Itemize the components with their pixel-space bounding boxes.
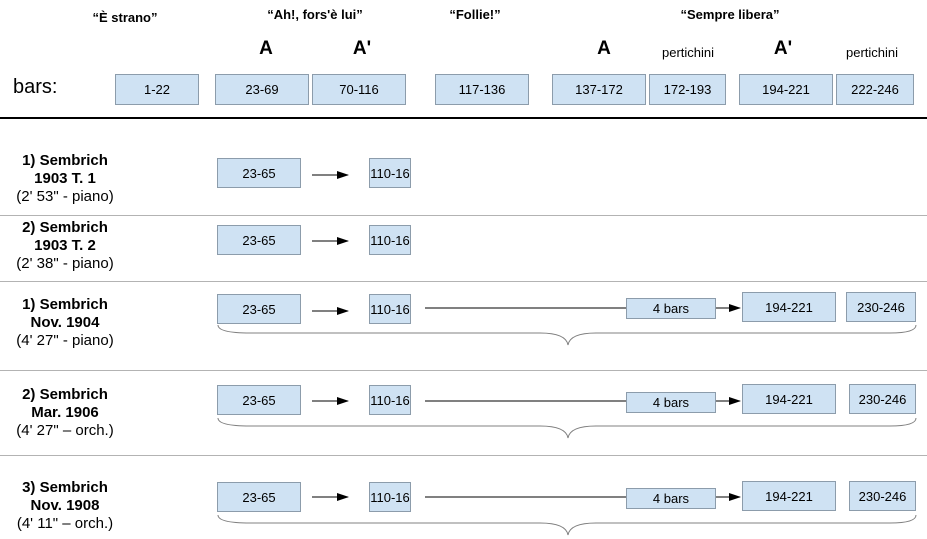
recording-duration: (2' 53" - piano) <box>16 188 114 205</box>
segment-box: 4 bars <box>626 392 716 413</box>
bar-range-box: 194-221 <box>739 74 833 105</box>
brace <box>217 514 917 536</box>
recording-title: 2) Sembrich <box>22 219 108 236</box>
segment-box: 23-65 <box>217 482 301 512</box>
form-letter-a-prime: A' <box>352 38 372 59</box>
recording-label: 1) Sembrich Nov. 1904 (4' 27" - piano) <box>0 296 130 350</box>
recording-label: 2) Sembrich 1903 T. 2 (2' 38" - piano) <box>0 219 130 273</box>
bar-range-box: 137-172 <box>552 74 646 105</box>
recording-duration: (4' 27" – orch.) <box>16 422 114 439</box>
row-divider <box>0 215 927 216</box>
segment-box: 110-16 <box>369 294 411 324</box>
row-divider <box>0 455 927 456</box>
segment-box: 110-16 <box>369 158 411 188</box>
form-letter-a: A <box>597 38 611 59</box>
segment-box: 23-65 <box>217 294 301 324</box>
recording-label: 2) Sembrich Mar. 1906 (4' 27" – orch.) <box>0 386 130 440</box>
segment-box: 194-221 <box>742 384 836 414</box>
pertichini-label: pertichini <box>845 45 899 60</box>
segment-box: 194-221 <box>742 481 836 511</box>
bar-range-box: 222-246 <box>836 74 914 105</box>
segment-box: 110-16 <box>369 225 411 255</box>
segment-box: 4 bars <box>626 298 716 319</box>
recording-label: 3) Sembrich Nov. 1908 (4' 11" – orch.) <box>0 479 130 533</box>
recording-title: 2) Sembrich <box>22 386 108 403</box>
segment-box: 23-65 <box>217 385 301 415</box>
row-divider <box>0 281 927 282</box>
recording-duration: (2' 38" - piano) <box>16 255 114 272</box>
pertichini-label: pertichini <box>661 45 715 60</box>
brace <box>217 417 917 439</box>
recording-duration: (4' 11" – orch.) <box>16 515 114 532</box>
recording-title: 1) Sembrich <box>22 296 108 313</box>
recording-title: 3) Sembrich <box>22 479 108 496</box>
bar-range-box: 70-116 <box>312 74 406 105</box>
form-letter-a: A <box>259 38 273 59</box>
row-divider <box>0 370 927 371</box>
section-title-ah-fors-e-lui: “Ah!, fors'è lui” <box>267 7 363 22</box>
bars-label: bars: <box>13 76 58 98</box>
segment-box: 110-16 <box>369 482 411 512</box>
bar-range-box: 1-22 <box>115 74 199 105</box>
recording-duration: (4' 27" - piano) <box>16 332 114 349</box>
recording-date: 1903 T. 1 <box>34 170 96 187</box>
segment-box: 230-246 <box>849 384 916 414</box>
section-title-follie: “Follie!” <box>449 7 501 22</box>
segment-box: 194-221 <box>742 292 836 322</box>
recording-date: Mar. 1906 <box>31 404 99 421</box>
recording-label: 1) Sembrich 1903 T. 1 (2' 53" - piano) <box>0 152 130 206</box>
section-title-sempre-libera: “Sempre libera” <box>680 7 780 22</box>
segment-box: 23-65 <box>217 158 301 188</box>
segment-box: 230-246 <box>849 481 916 511</box>
recording-date: Nov. 1904 <box>30 314 100 331</box>
segment-box: 23-65 <box>217 225 301 255</box>
recording-date: 1903 T. 2 <box>34 237 96 254</box>
segment-box: 110-16 <box>369 385 411 415</box>
section-title-e-strano: “È strano” <box>92 10 158 25</box>
segment-box: 230-246 <box>846 292 916 322</box>
recording-title: 1) Sembrich <box>22 152 108 169</box>
bar-range-box: 23-69 <box>215 74 309 105</box>
bar-range-box: 117-136 <box>435 74 529 105</box>
segment-box: 4 bars <box>626 488 716 509</box>
brace <box>217 324 917 346</box>
header-divider <box>0 117 927 119</box>
form-letter-a-prime: A' <box>773 38 793 59</box>
bar-range-box: 172-193 <box>649 74 726 105</box>
recording-date: Nov. 1908 <box>30 497 100 514</box>
